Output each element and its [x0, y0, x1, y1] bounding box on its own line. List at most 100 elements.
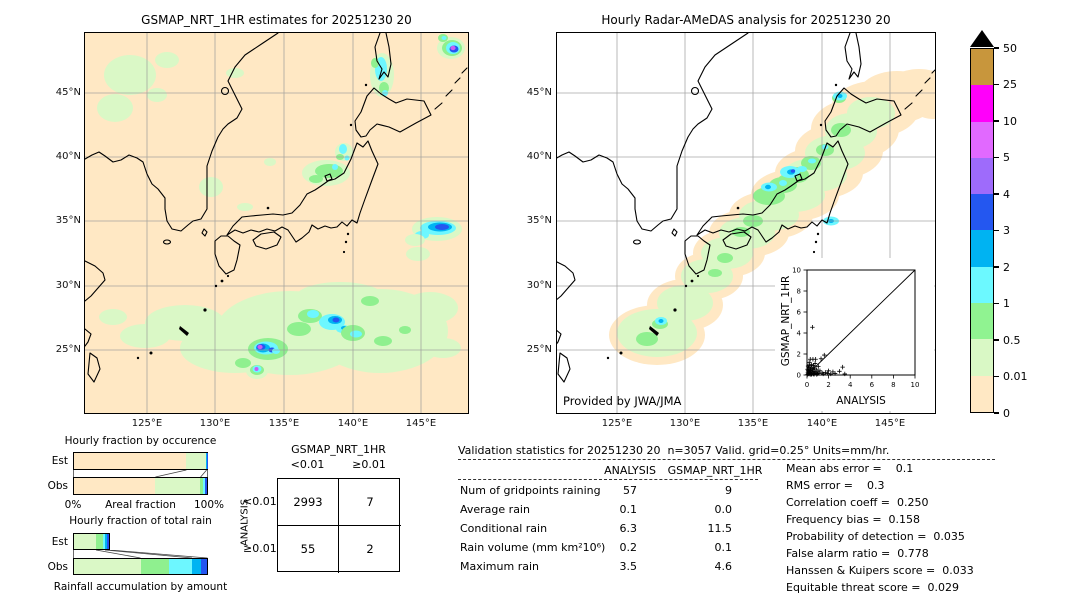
left-lat-tick: 40°N: [55, 151, 81, 162]
left-lon-tick: 130°E: [199, 418, 231, 429]
colorbar: [970, 48, 994, 413]
gsmap-precip-layer: [85, 33, 468, 413]
right-lat-tick: 40°N: [526, 151, 552, 162]
inset-scatter-panel: 0 0 2 2 4 4 6 6 8 8 10 10: [775, 258, 934, 411]
colorbar-tick-label: 2: [1003, 260, 1010, 274]
bar-fill: [73, 558, 208, 575]
contingency-row-label-1: ≥0.01: [243, 542, 277, 555]
occurrence-xtick-0: 0%: [64, 499, 82, 511]
bar-segment: [74, 478, 156, 494]
contingency-col-title: GSMAP_NRT_1HR: [291, 443, 386, 456]
right-lat-tick: 30°N: [526, 280, 552, 291]
scatter-point: [805, 363, 811, 369]
colorbar-tick-label: 1: [1003, 297, 1010, 310]
contingency-row-label-0: <0.01: [243, 495, 277, 508]
inset-axis-tick: 10: [911, 381, 920, 389]
totalrain-bar-obs: [73, 558, 208, 575]
colorbar-segment: [971, 194, 993, 231]
inset-axis-tick: 10: [792, 267, 801, 275]
inset-axis-tick: 4: [797, 330, 802, 338]
contingency-cell: 2993: [293, 495, 323, 509]
colorbar-tickmark: [994, 266, 999, 268]
left-lat-tick: 35°N: [55, 215, 81, 226]
left-lon-tick: 140°E: [337, 418, 369, 429]
scatter-point: [818, 356, 824, 361]
stats-row-value: 0.1: [714, 541, 733, 554]
radar-precip-layer: [557, 33, 935, 413]
colorbar-segment: [971, 339, 993, 376]
colorbar-tickmark: [994, 47, 999, 49]
colorbar-tickmark: [994, 412, 999, 414]
totalrain-row-label-est: Est: [51, 536, 68, 548]
occurrence-row-label-est: Est: [51, 455, 68, 467]
stats-row-label: Rain volume (mm km²10⁶): [460, 541, 606, 554]
scatter-point: [823, 370, 828, 375]
left-lat-tick: 45°N: [55, 87, 81, 98]
identity-line: [806, 269, 916, 376]
colorbar-tick-label: 4: [1003, 187, 1010, 201]
colorbar-overflow-triangle: [970, 30, 994, 47]
inset-axis-tick: 0: [805, 381, 809, 389]
bar-segment: [191, 559, 201, 574]
colorbar-tick-label: 5: [1003, 151, 1010, 164]
bar-segment: [74, 534, 96, 549]
right-lon-tick: 135°E: [737, 418, 769, 429]
colorbar-segment: [971, 121, 993, 158]
right-lat-tick: 35°N: [526, 215, 552, 226]
totalrain-chart-title: Hourly fraction of total rain: [69, 515, 212, 527]
colorbar-segment: [971, 266, 993, 304]
bar-segment: [106, 534, 110, 549]
colorbar-tickmark: [994, 83, 999, 86]
colorbar-segment: [971, 303, 993, 340]
occurrence-xlabel: Areal fraction: [105, 499, 176, 511]
scatter-point: [822, 352, 827, 358]
contingency-table: 2993 7 55 2: [277, 478, 401, 573]
stats-col-gsmap: GSMAP_NRT_1HR: [667, 464, 763, 477]
bar-segment: [169, 559, 192, 574]
left-map-title: GSMAP_NRT_1HR estimates for 20251230 20: [141, 13, 412, 27]
stats-row-value: 11.5: [707, 522, 733, 535]
left-lon-tick: 125°E: [131, 418, 163, 429]
stats-row-value: 57: [623, 484, 637, 497]
scatter-point: [810, 325, 815, 330]
bar-segment: [202, 478, 205, 494]
stats-row-label: Conditional rain: [460, 522, 548, 535]
colorbar-tickmark: [994, 120, 999, 122]
scatter-point: [809, 362, 814, 367]
scatter-point: [837, 369, 842, 374]
colorbar-segment: [971, 85, 993, 122]
bar-segment: [205, 453, 207, 469]
bar-segment: [95, 534, 103, 549]
colorbar-segment: [971, 49, 993, 86]
scatter-point: [816, 364, 821, 369]
stats-divider-header: [458, 479, 758, 480]
left-lat-tick: 30°N: [55, 280, 81, 291]
stats-metric: Correlation coeff = 0.250: [786, 496, 929, 509]
bar-fill: [73, 452, 208, 470]
scatter-point: [832, 371, 838, 376]
inset-axis-tick: 8: [797, 288, 801, 296]
right-lon-tick: 145°E: [874, 418, 906, 429]
contingency-cell: 7: [366, 495, 374, 509]
inset-axis-tick: 2: [797, 351, 801, 359]
stats-metric: False alarm ratio = 0.778: [786, 547, 929, 560]
occurrence-chart-title: Hourly fraction by occurence: [64, 435, 217, 447]
bar-segment: [102, 534, 106, 549]
colorbar-ticks: 50 25 10 5 4 3 2 1 0.5 0.01 0: [994, 42, 1054, 420]
left-lon-tick: 135°E: [268, 418, 300, 429]
colorbar-segment: [971, 230, 993, 267]
scatter-point: [819, 370, 825, 376]
left-lat-tick: 25°N: [55, 344, 81, 355]
colorbar-tick-label: 0.01: [1003, 370, 1028, 383]
contingency-col-label-0: <0.01: [290, 458, 325, 471]
stats-title: Validation statistics for 20251230 20 n=…: [458, 444, 890, 457]
colorbar-segment: [971, 375, 993, 412]
stats-row-value: 6.3: [619, 522, 638, 535]
stats-row-value: 9: [725, 484, 732, 497]
occurrence-connectors: [73, 470, 208, 477]
stats-metric: RMS error = 0.3: [786, 479, 885, 492]
left-lon-tick: 145°E: [405, 418, 437, 429]
totalrain-connectors: [73, 550, 208, 558]
colorbar-tickmark: [994, 229, 999, 232]
stats-divider-top: [458, 459, 995, 460]
